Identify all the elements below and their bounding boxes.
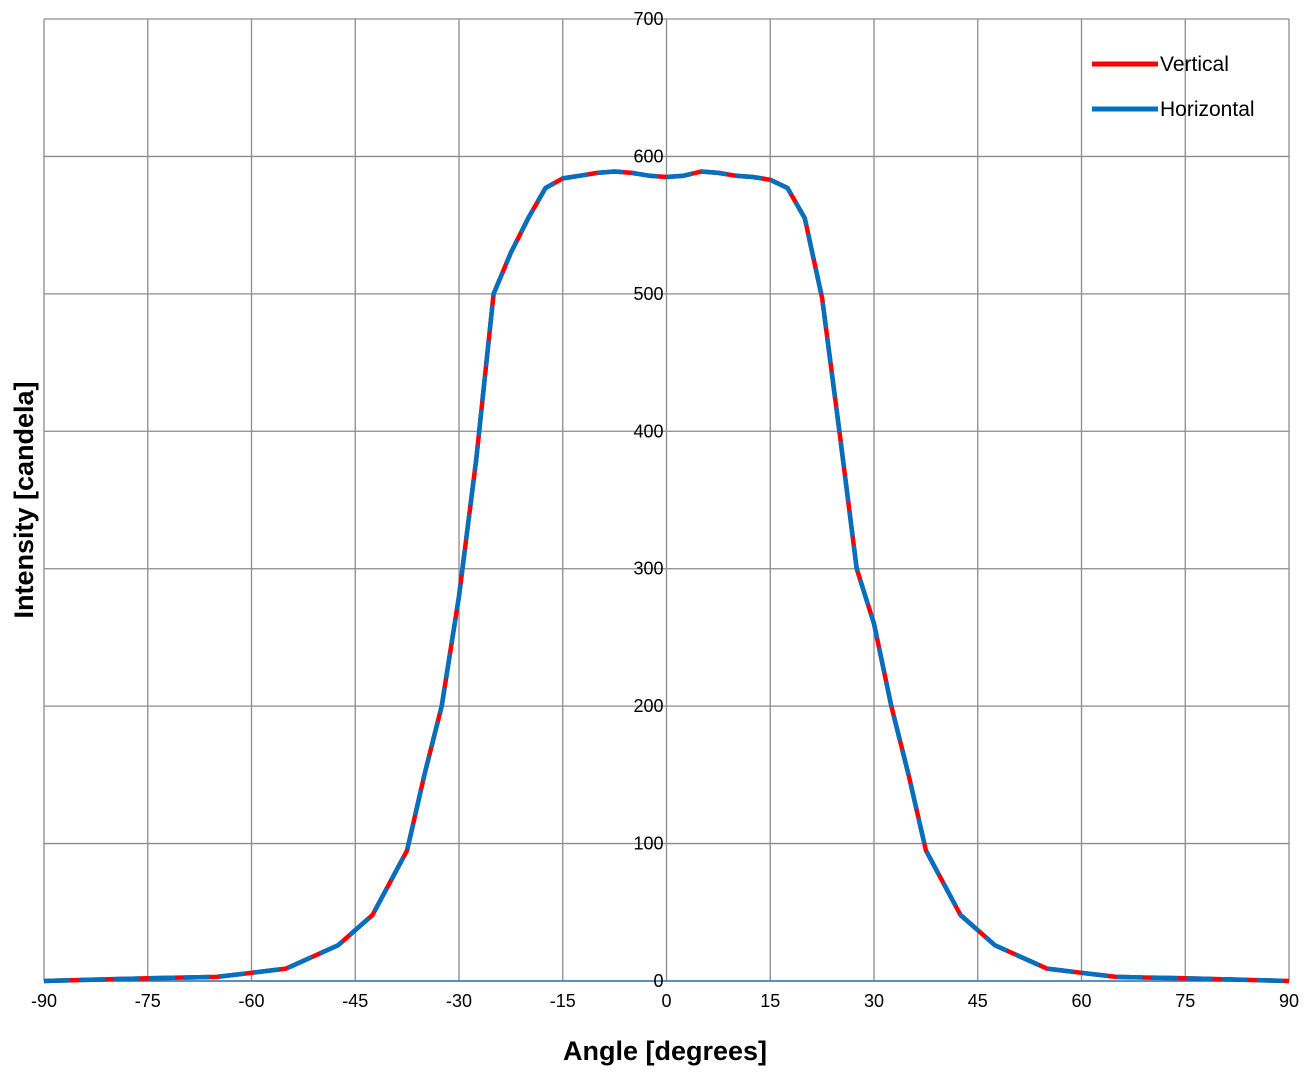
legend: Vertical Horizontal — [1092, 53, 1255, 121]
y-tick-label: 300 — [633, 559, 663, 579]
y-tick-label: 200 — [633, 696, 663, 716]
y-axis-title: Intensity [candela] — [9, 381, 39, 618]
x-tick-label: -30 — [446, 991, 472, 1011]
y-tick-labels: 0 100 200 300 400 500 600 700 — [633, 9, 663, 991]
x-tick-label: -45 — [342, 991, 368, 1011]
series-lines — [43, 169, 1290, 984]
x-axis-title: Angle [degrees] — [563, 1036, 767, 1066]
y-tick-label: 600 — [633, 146, 663, 166]
x-tick-label: 45 — [968, 991, 988, 1011]
x-tick-label: 15 — [760, 991, 780, 1011]
legend-label-horizontal: Horizontal — [1160, 98, 1255, 121]
y-tick-label: 400 — [633, 421, 663, 441]
series-line-horizontal — [43, 169, 1290, 984]
x-tick-label: 60 — [1071, 991, 1091, 1011]
x-tick-label: -90 — [31, 991, 57, 1011]
grid-lines — [43, 18, 1290, 982]
x-tick-label: 30 — [864, 991, 884, 1011]
y-tick-label: 500 — [633, 284, 663, 304]
legend-label-vertical: Vertical — [1160, 53, 1229, 76]
y-tick-label: 0 — [653, 971, 663, 991]
x-tick-labels: -90 -75 -60 -45 -30 -15 0 15 30 45 60 75 90 — [31, 991, 1299, 1011]
x-tick-label: 75 — [1175, 991, 1195, 1011]
y-tick-label: 100 — [633, 834, 663, 854]
x-tick-label: 90 — [1279, 991, 1299, 1011]
x-tick-label: -15 — [550, 991, 576, 1011]
x-tick-label: -60 — [238, 991, 264, 1011]
x-tick-label: 0 — [661, 991, 671, 1011]
x-tick-label: -75 — [135, 991, 161, 1011]
y-tick-label: 700 — [633, 9, 663, 29]
